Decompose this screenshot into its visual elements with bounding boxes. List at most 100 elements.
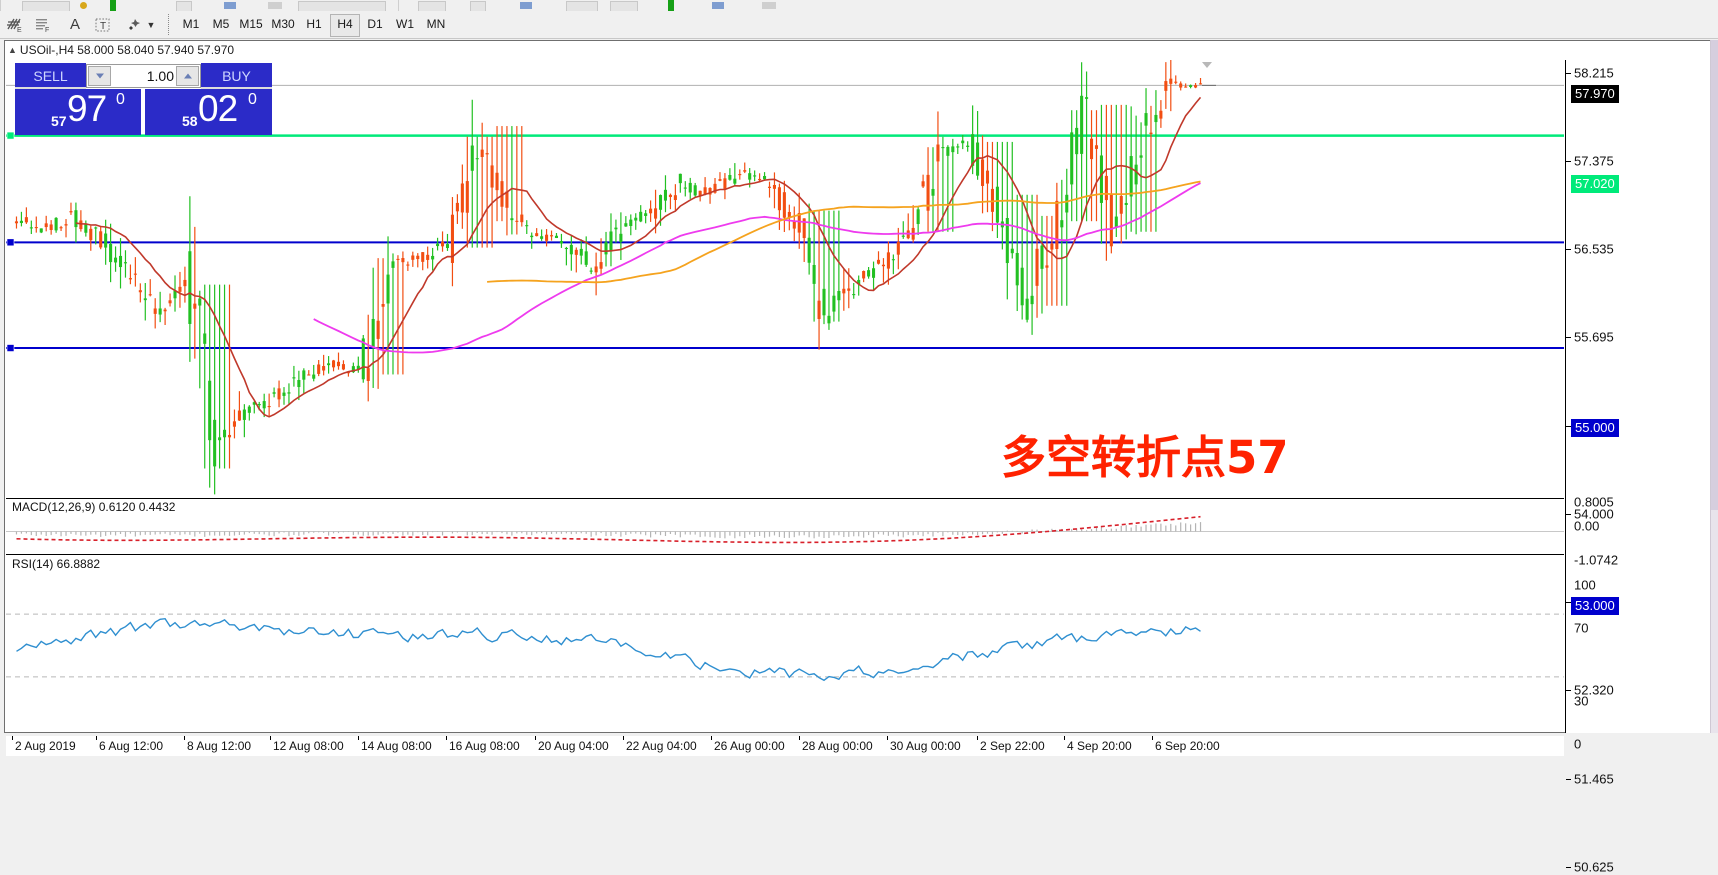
svg-text:E: E (17, 27, 22, 33)
time-tick-label: 26 Aug 00:00 (714, 739, 785, 753)
macd-label: MACD(12,26,9) 0.6120 0.4432 (12, 500, 176, 514)
time-tick-label: 20 Aug 04:00 (538, 739, 609, 753)
time-scale[interactable]: 2 Aug 2019 6 Aug 12:00 8 Aug 12:00 12 Aug 0… (6, 735, 1564, 756)
time-tick-label: 12 Aug 08:00 (273, 739, 344, 753)
blue-level-tag-53[interactable]: 53.000 (1571, 597, 1619, 615)
collapse-caret-icon[interactable]: ▲ (8, 45, 17, 55)
objects-dropdown-icon[interactable]: ▼ (146, 19, 156, 30)
macd-scale-label: 0.8005 (1574, 494, 1614, 510)
time-tick (887, 736, 888, 740)
chevron-up-icon (183, 73, 192, 79)
timeframe-m30[interactable]: M30 (271, 17, 295, 31)
price-plot[interactable] (6, 60, 1564, 496)
scrollbar-thumb[interactable] (1711, 40, 1718, 510)
price-tick (1566, 337, 1571, 338)
volume-decrease-button[interactable] (88, 66, 111, 86)
objects-tool-icon[interactable] (124, 14, 146, 35)
timeframe-h1[interactable]: H1 (306, 17, 322, 31)
timeframe-w1[interactable]: W1 (396, 17, 414, 31)
price-tick (1566, 426, 1571, 427)
sell-button[interactable]: SELL (15, 63, 86, 89)
price-tick-label: 56.535 (1574, 241, 1614, 257)
macd-scale-label: 0.00 (1574, 518, 1600, 534)
price-tick-label: 57.375 (1574, 153, 1614, 169)
chart-toolbar[interactable]: E F A T ▼ M1 (0, 11, 1718, 39)
volume-increase-button[interactable] (176, 66, 199, 86)
time-tick (12, 736, 13, 740)
price-tick (1566, 249, 1571, 250)
svg-text:F: F (45, 27, 49, 33)
buy-button[interactable]: BUY (201, 63, 272, 89)
account-icon[interactable] (80, 2, 87, 9)
price-scale[interactable]: 58.21557.37556.53555.69554.84054.00053.1… (1565, 60, 1714, 875)
green-level-tag[interactable]: 57.020 (1571, 175, 1619, 193)
sell-price-sup: 0 (116, 91, 125, 108)
macd-scale-label: -1.0742 (1574, 552, 1619, 568)
time-tick-label: 16 Aug 08:00 (449, 739, 520, 753)
sell-price-display[interactable]: 57 97 0 (15, 89, 141, 135)
connect-icon[interactable] (110, 0, 116, 11)
sell-price-small: 57 (51, 113, 67, 129)
time-tick-label: 2 Aug 2019 (15, 739, 76, 753)
time-tick (184, 736, 185, 740)
time-tick (1064, 736, 1065, 740)
svg-text:T: T (100, 21, 106, 32)
time-tick-label: 6 Sep 20:00 (1155, 739, 1220, 753)
timeframe-m15[interactable]: M15 (239, 17, 263, 31)
vertical-scrollbar[interactable] (1710, 40, 1718, 733)
time-tick-label: 14 Aug 08:00 (361, 739, 432, 753)
rsi-plot (6, 613, 1564, 682)
time-tick (535, 736, 536, 740)
time-tick (711, 736, 712, 740)
time-tick-label: 22 Aug 04:00 (626, 739, 697, 753)
price-tick-label: 58.215 (1574, 65, 1614, 81)
volume-value: 1.00 (146, 68, 174, 84)
rsi-scale-label: 0 (1574, 736, 1582, 752)
chevron-down-icon (95, 73, 104, 79)
timeframe-d1[interactable]: D1 (367, 17, 383, 31)
expert-advisor-icon[interactable]: E (4, 14, 26, 35)
time-tick (1152, 736, 1153, 740)
one-click-trading-panel[interactable]: SELL 1.00 BUY 57 97 (15, 63, 272, 135)
time-tick (96, 736, 97, 740)
rsi-label: RSI(14) 66.8882 (12, 557, 101, 571)
text-tool-icon[interactable]: A (69, 16, 80, 33)
chart-window[interactable]: ▲ USOil-,H4 58.000 58.040 57.940 57.970 M… (4, 40, 1714, 875)
status-ok-icon (668, 0, 674, 11)
current-price-tag[interactable]: 57.970 (1571, 85, 1619, 103)
chart-annotation-text[interactable]: 多空转折点57 (1001, 431, 1289, 484)
timeframe-h4[interactable]: H4 (330, 14, 360, 37)
time-tick-label: 4 Sep 20:00 (1067, 739, 1132, 753)
timeframe-m1[interactable]: M1 (182, 17, 200, 31)
rsi-scale-label: 70 (1574, 620, 1589, 636)
symbol-ohlc-text: USOil-,H4 58.000 58.040 57.940 57.970 (19, 43, 235, 57)
price-tick (1566, 779, 1571, 780)
timeframe-m5[interactable]: M5 (212, 17, 230, 31)
rsi-scale-label: 30 (1574, 693, 1589, 709)
macd-plot (6, 515, 1564, 544)
price-tick-label: 51.465 (1574, 771, 1614, 787)
toolbar-separator (166, 14, 171, 35)
time-tick (977, 736, 978, 740)
price-tick (1566, 867, 1571, 868)
window-icon[interactable] (224, 2, 236, 9)
time-tick-label: 28 Aug 00:00 (802, 739, 873, 753)
sell-price-big: 97 (67, 89, 107, 129)
time-tick (799, 736, 800, 740)
rsi-scale-label: 100 (1574, 577, 1596, 593)
rsi-subwindow[interactable]: RSI(14) 66.8882 (6, 554, 1564, 735)
label-tool-icon[interactable]: T (92, 14, 114, 35)
volume-field[interactable]: 1.00 (86, 64, 201, 88)
buy-price-display[interactable]: 58 02 0 (145, 89, 272, 135)
indicator-list-icon[interactable]: F (32, 14, 54, 35)
timeframe-mn[interactable]: MN (426, 17, 446, 31)
price-candles (6, 60, 1564, 495)
symbol-ohlc-bar: ▲ USOil-,H4 58.000 58.040 57.940 57.970 (8, 43, 234, 58)
blue-level-tag-55[interactable]: 55.000 (1571, 419, 1619, 437)
buy-price-small: 58 (182, 113, 198, 129)
status-bar (0, 733, 1718, 736)
buy-price-big: 02 (198, 89, 238, 129)
time-tick (446, 736, 447, 740)
macd-subwindow[interactable]: MACD(12,26,9) 0.6120 0.4432 (6, 498, 1564, 554)
